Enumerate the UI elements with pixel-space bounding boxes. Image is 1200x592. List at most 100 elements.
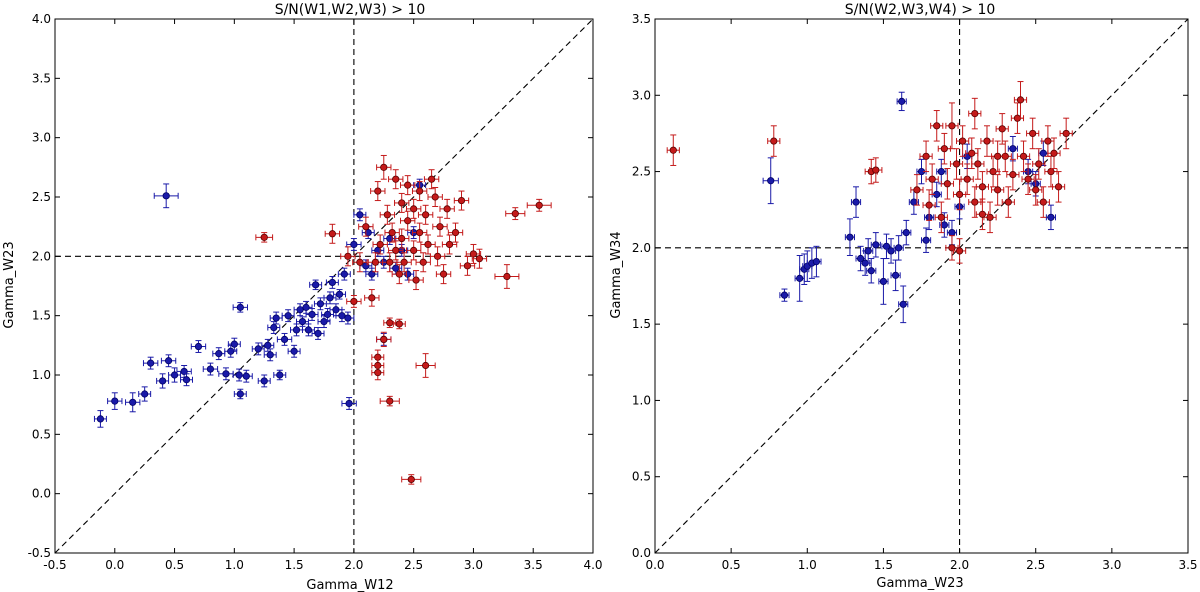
marker [410,246,418,254]
marker [266,351,274,359]
marker [445,240,454,249]
right-red-data-point [945,235,959,261]
left-red-data-point [417,204,434,225]
left-red-data-point [255,232,274,243]
right-x-tick-label: 1.5 [874,558,893,572]
marker [386,258,394,266]
right-red-data-point [968,97,982,130]
right-red-data-point [1006,158,1020,191]
marker [463,262,472,270]
left-blue-data-point [190,340,207,353]
right-x-tick-label: 0.5 [722,558,741,572]
left-blue-data-point [281,309,295,323]
marker [451,229,460,237]
marker [308,310,316,319]
marker [326,294,334,302]
marker [368,270,376,278]
left-blue-data-point [153,183,179,209]
left-red-data-point [453,190,470,211]
marker [280,335,289,343]
marker [407,475,415,484]
right-red-data-point [940,168,954,200]
left-red-data-point [372,234,388,255]
left-x-tick-label: 1.5 [285,558,304,572]
marker [276,371,284,379]
marker [955,247,964,255]
marker [400,258,408,266]
marker [345,399,353,408]
marker [376,240,384,249]
marker [1024,175,1032,183]
marker [398,199,406,207]
left-red-data-point [364,289,380,307]
marker [356,211,364,219]
marker [290,347,298,355]
marker [1019,152,1028,160]
marker [1032,186,1040,194]
left-red-data-point [340,246,356,267]
marker [395,270,403,278]
marker [272,314,280,322]
marker [292,326,301,334]
left-blue-data-point [93,410,107,428]
marker [340,270,348,278]
left-blue-data-point [290,323,303,337]
marker [270,323,278,332]
left-red-data-point [435,264,452,285]
marker [978,183,987,191]
marker [380,335,388,343]
left-red-data-point [371,365,385,381]
right-red-data-point [1029,174,1043,206]
marker [374,369,382,377]
right-blue-data-point [921,227,932,253]
right-red-data-point [934,201,948,234]
left-blue-data-point [341,311,355,325]
marker [1035,160,1043,168]
marker [304,326,313,334]
marker [922,236,930,244]
right-y-tick-label: 3.5 [632,12,651,26]
marker [392,175,400,183]
left-red-data-point [471,248,488,269]
marker [994,152,1002,160]
marker [388,229,396,237]
left-red-data-point [388,169,404,190]
left-blue-data-point [309,279,323,291]
marker [879,277,888,286]
right-red-data-point [1026,117,1040,150]
marker [899,300,907,308]
left-red-data-point [401,474,422,485]
marker [959,137,967,145]
left-blue-data-point [202,362,219,376]
marker [475,255,484,263]
left-blue-data-point [212,347,226,361]
right-red-data-point [1036,186,1050,218]
left-red-data-point [376,331,392,348]
right-blue-data-point [1045,204,1057,231]
right-red-data-point [983,201,997,234]
marker [419,258,427,266]
marker [443,205,451,213]
marker [1062,129,1070,138]
left-red-data-point [415,353,436,378]
marker [215,350,223,358]
left-red-data-point [388,240,404,261]
marker [416,229,424,237]
marker [887,247,895,255]
right-x-axis-label: Gamma_W23 [876,576,963,591]
right-red-data-point [1059,117,1073,150]
left-y-tick-label: 3.5 [32,71,51,85]
marker [314,329,322,338]
left-blue-data-point [232,302,248,313]
left-x-tick-label: 2.0 [344,558,363,572]
marker [374,187,382,195]
marker [986,213,994,221]
left-blue-data-point [251,342,265,356]
left-x-tick-label: 2.5 [404,558,423,572]
right-red-data-point [956,125,970,157]
left-red-data-point [379,204,396,225]
marker [328,278,336,287]
marker [312,281,320,289]
marker [141,390,149,398]
marker [1004,198,1012,206]
